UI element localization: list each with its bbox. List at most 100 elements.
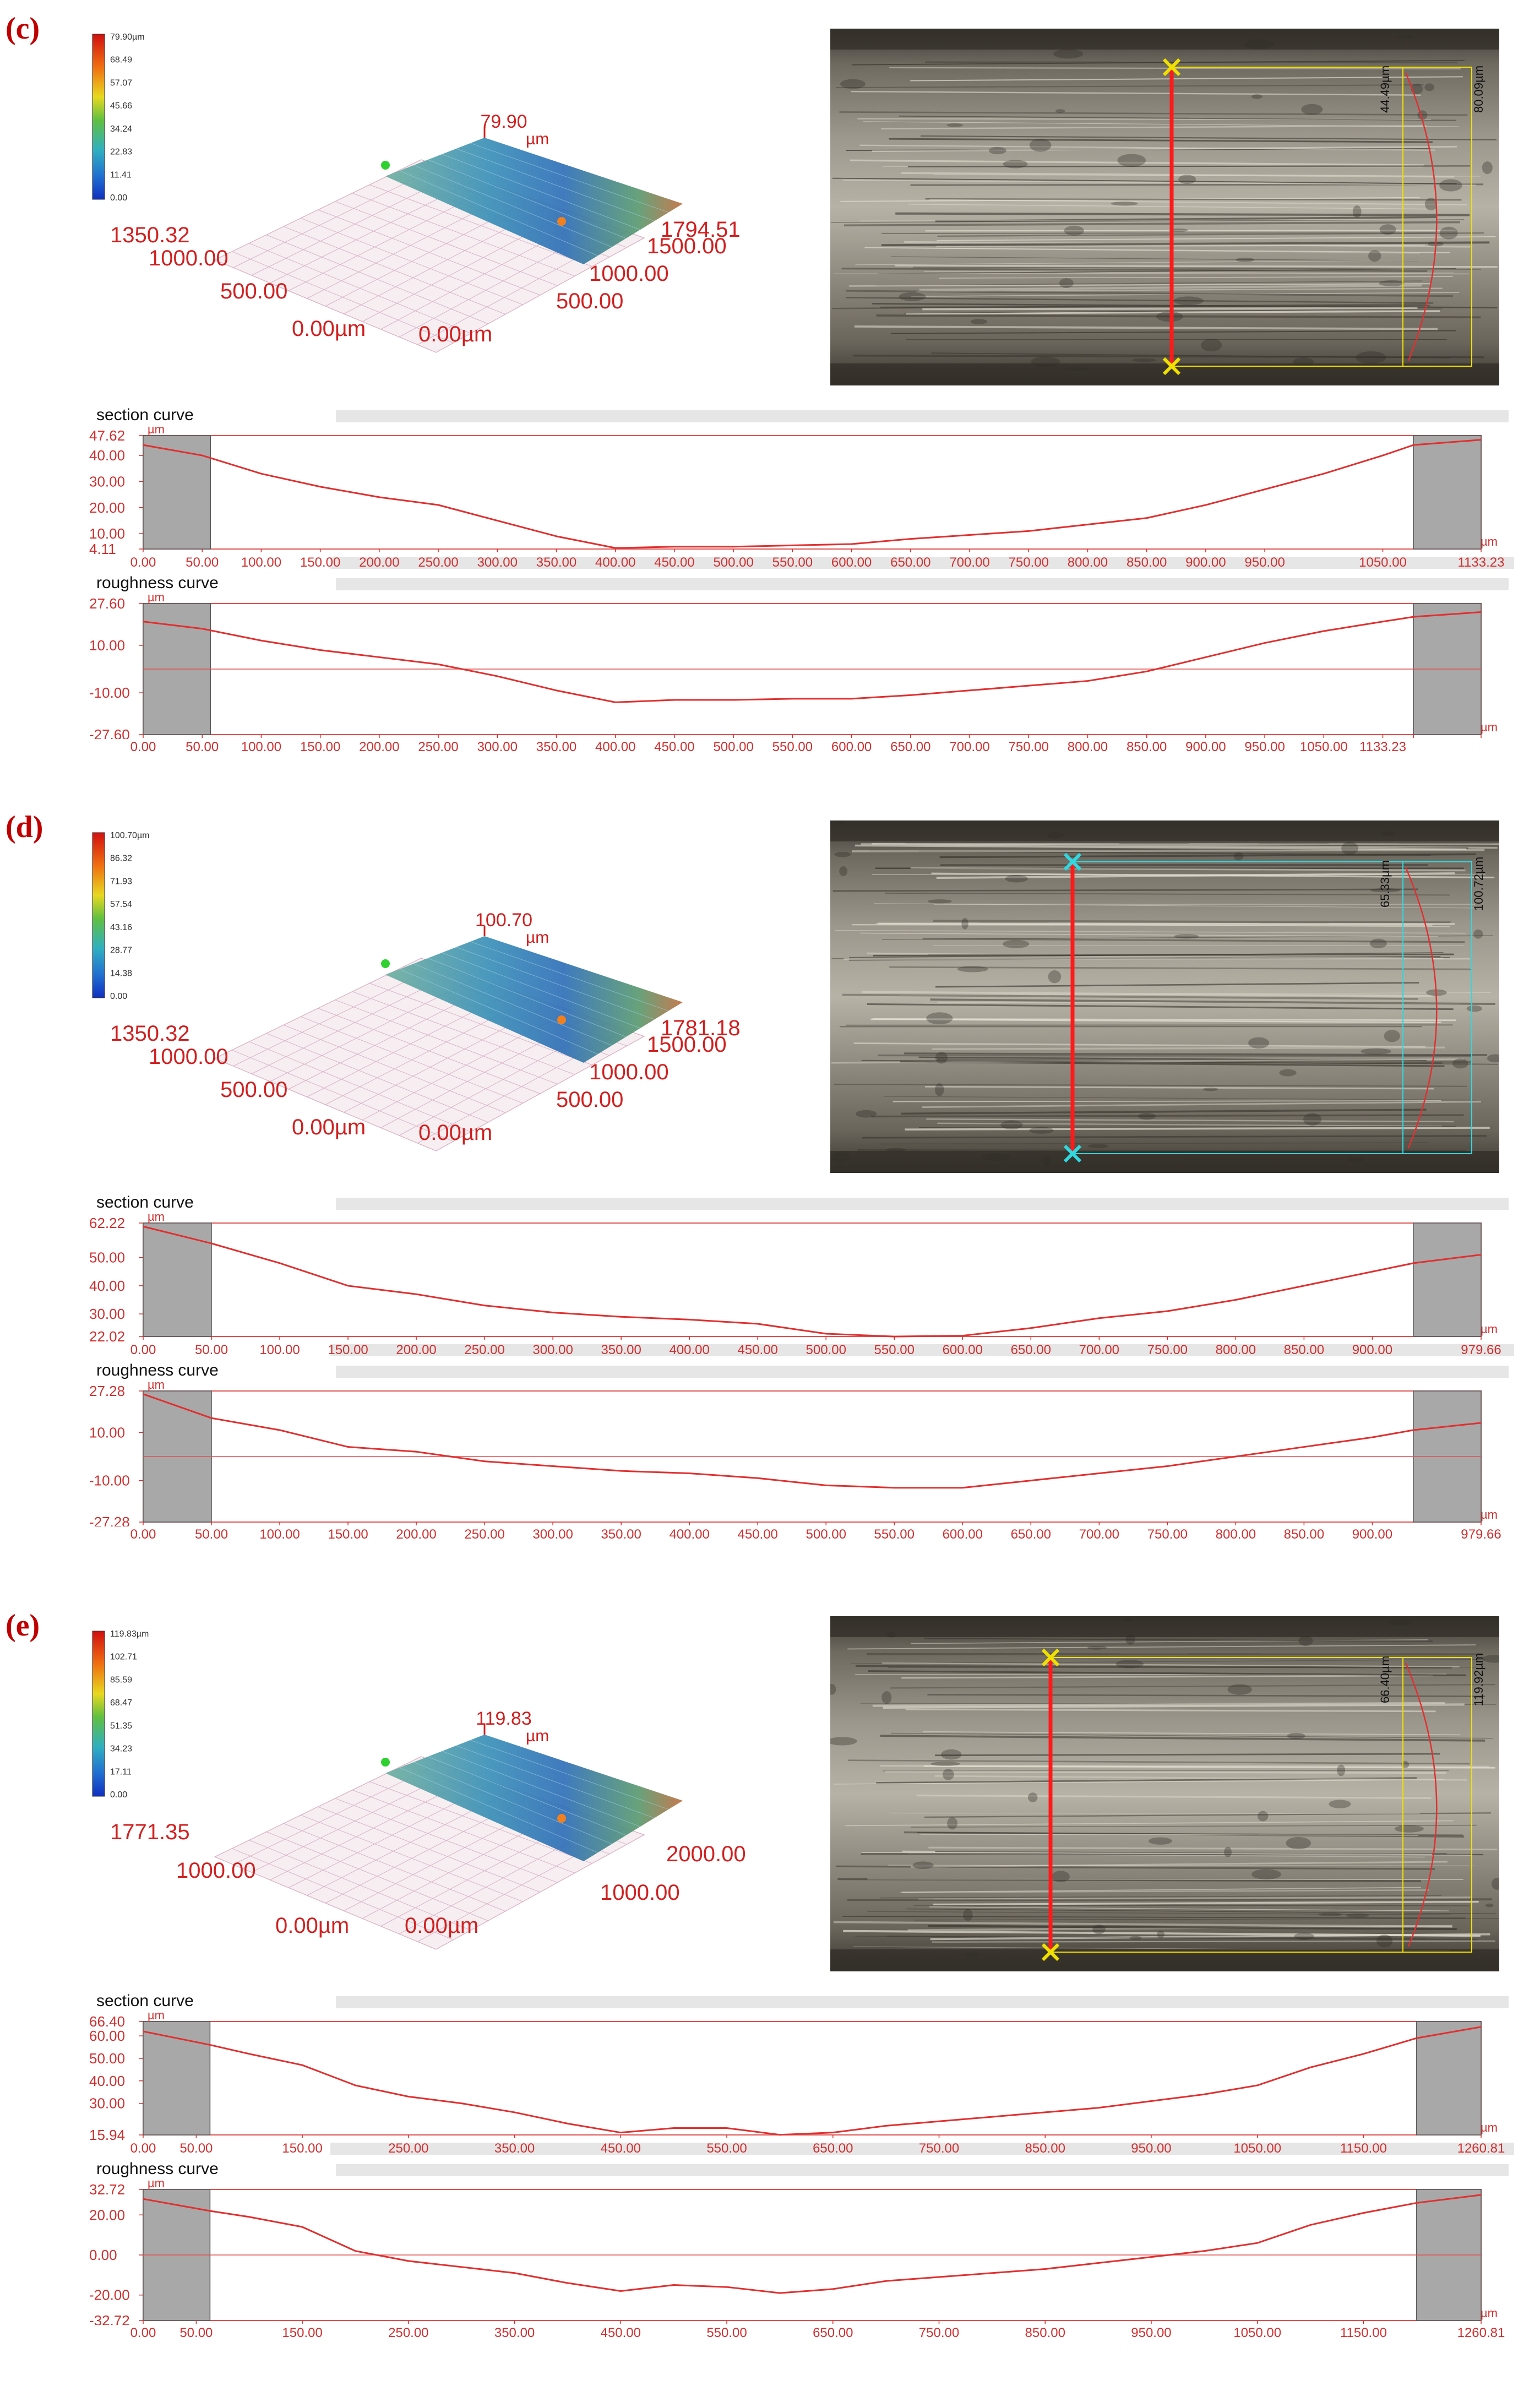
wear-streak (872, 1018, 1456, 1021)
wear-streak (854, 325, 1438, 330)
data-point (1098, 1472, 1100, 1474)
x-tick-label: 250.00 (388, 2141, 428, 2156)
surface-pit (1028, 1792, 1038, 1802)
y-unit-label: µm (148, 1378, 165, 1392)
surface-pit (1129, 1936, 1142, 1940)
colorbar-label: 0.00 (110, 992, 127, 1001)
surface-pit (1055, 109, 1065, 113)
x-tick-label: 50.00 (195, 1343, 228, 1357)
surface-pit (942, 1769, 954, 1780)
x-tick-label: 1050.00 (1300, 740, 1348, 754)
wear-streak (913, 1905, 1470, 1906)
data-point (621, 1316, 622, 1318)
surface-pit (1286, 1836, 1311, 1850)
x-tick-label: 750.00 (1147, 1527, 1188, 1542)
surface-pit (834, 852, 851, 857)
x-tick-label: 400.00 (669, 1527, 709, 1542)
surface-pit (1439, 226, 1458, 240)
wear-streak (922, 1101, 1481, 1108)
wear-streak (842, 993, 1418, 1000)
surface-pit (957, 966, 988, 972)
surface-streak (413, 1762, 612, 1845)
wear-streak (928, 1925, 1457, 1931)
x-tick-label: 50.00 (179, 2325, 213, 2340)
surface-pit (885, 1148, 906, 1152)
chart-header-bar (336, 578, 1509, 590)
wear-streak (833, 1779, 1445, 1785)
wear-streak (878, 268, 1456, 274)
wear-streak (910, 867, 1466, 872)
surface-pit (1298, 1635, 1313, 1646)
data-point (1323, 473, 1325, 475)
surface-pit (1248, 1037, 1270, 1049)
wear-streak (881, 241, 1490, 247)
x-tick-label: 0.00 (130, 555, 156, 570)
wear-streak (833, 1921, 1452, 1928)
data-point (673, 2127, 674, 2129)
y-tick-label: 50.00 (89, 1249, 125, 1266)
data-point (1146, 517, 1147, 519)
x-tick-label: 350.00 (601, 1527, 641, 1542)
surface-streak (442, 1751, 641, 1827)
surface-pit (1466, 1005, 1483, 1012)
wear-streak (905, 1127, 1490, 1131)
wear-streak (923, 1731, 1461, 1736)
x-tick-label: 450.00 (601, 2141, 641, 2156)
surface-pit (1294, 1932, 1314, 1941)
x-tick-label: 300.00 (477, 740, 518, 754)
wear-streak (847, 1759, 1470, 1765)
data-point (248, 2216, 250, 2218)
roughness-curve-chart: roughness curveµmµm27.2810.00-10.00-27.2… (83, 1361, 1514, 1542)
data-point (355, 2085, 356, 2086)
data-point (1256, 2242, 1258, 2243)
x-tick-label: 550.00 (706, 2325, 747, 2340)
section-curve-chart: section curveµmµm62.2250.0040.0030.0022.… (88, 1193, 1514, 1357)
x-tick-label: 550.00 (772, 740, 813, 754)
surface-pit (934, 1083, 944, 1096)
wear-streak (880, 1764, 1489, 1768)
y-tick-label: 0.00 (89, 2247, 117, 2263)
x-tick-label: 750.00 (919, 2325, 959, 2340)
surface-pit (1370, 888, 1401, 893)
wear-streak (902, 1889, 1429, 1893)
surface-pit (1149, 1837, 1172, 1845)
wear-streak (937, 1002, 1460, 1004)
data-point (438, 664, 439, 665)
x-tick-label: 1050.00 (1233, 2325, 1281, 2340)
wear-streak (916, 287, 1443, 292)
data-point (1167, 1311, 1168, 1312)
axis-right-label: 1794.51 (661, 218, 741, 242)
surface-pit (1369, 938, 1387, 949)
data-point (416, 1451, 417, 1453)
peak-unit-label: µm (526, 928, 549, 947)
data-point (461, 2267, 462, 2268)
surface-pit (1473, 929, 1483, 939)
data-point (1372, 1437, 1373, 1438)
micrograph-image: 44.49µm 80.09µm (830, 29, 1499, 385)
marker-start (1063, 852, 1082, 871)
x-tick-label: 650.00 (890, 555, 930, 570)
data-point (514, 2272, 515, 2274)
x-tick-label: 1150.00 (1340, 2141, 1387, 2156)
depth-label-a: 66.40µm (1378, 1656, 1392, 1703)
data-point (969, 534, 970, 536)
data-point (832, 2132, 834, 2133)
data-point (1310, 2067, 1311, 2068)
plot-frame (143, 435, 1482, 550)
shaded-region-left (143, 435, 211, 550)
axis-left-label: 1350.32 (110, 223, 190, 247)
wear-streak (861, 843, 1498, 849)
wear-streak (831, 1058, 1464, 1064)
surface-pit (1379, 224, 1396, 235)
surface-pit (1346, 1913, 1369, 1918)
y-tick-label: 15.94 (89, 2127, 125, 2143)
wear-streak (890, 1684, 1495, 1689)
x-tick-label: 500.00 (713, 740, 753, 754)
y-tick-label: 66.40 (89, 2013, 125, 2030)
wear-streak (916, 1794, 1432, 1799)
y-tick-label: 10.00 (89, 1424, 125, 1441)
wear-streak (883, 1096, 1475, 1101)
chart-header-bar (336, 1996, 1509, 2008)
x-tick-label: 700.00 (949, 740, 989, 754)
surface-pit (1361, 1048, 1391, 1055)
